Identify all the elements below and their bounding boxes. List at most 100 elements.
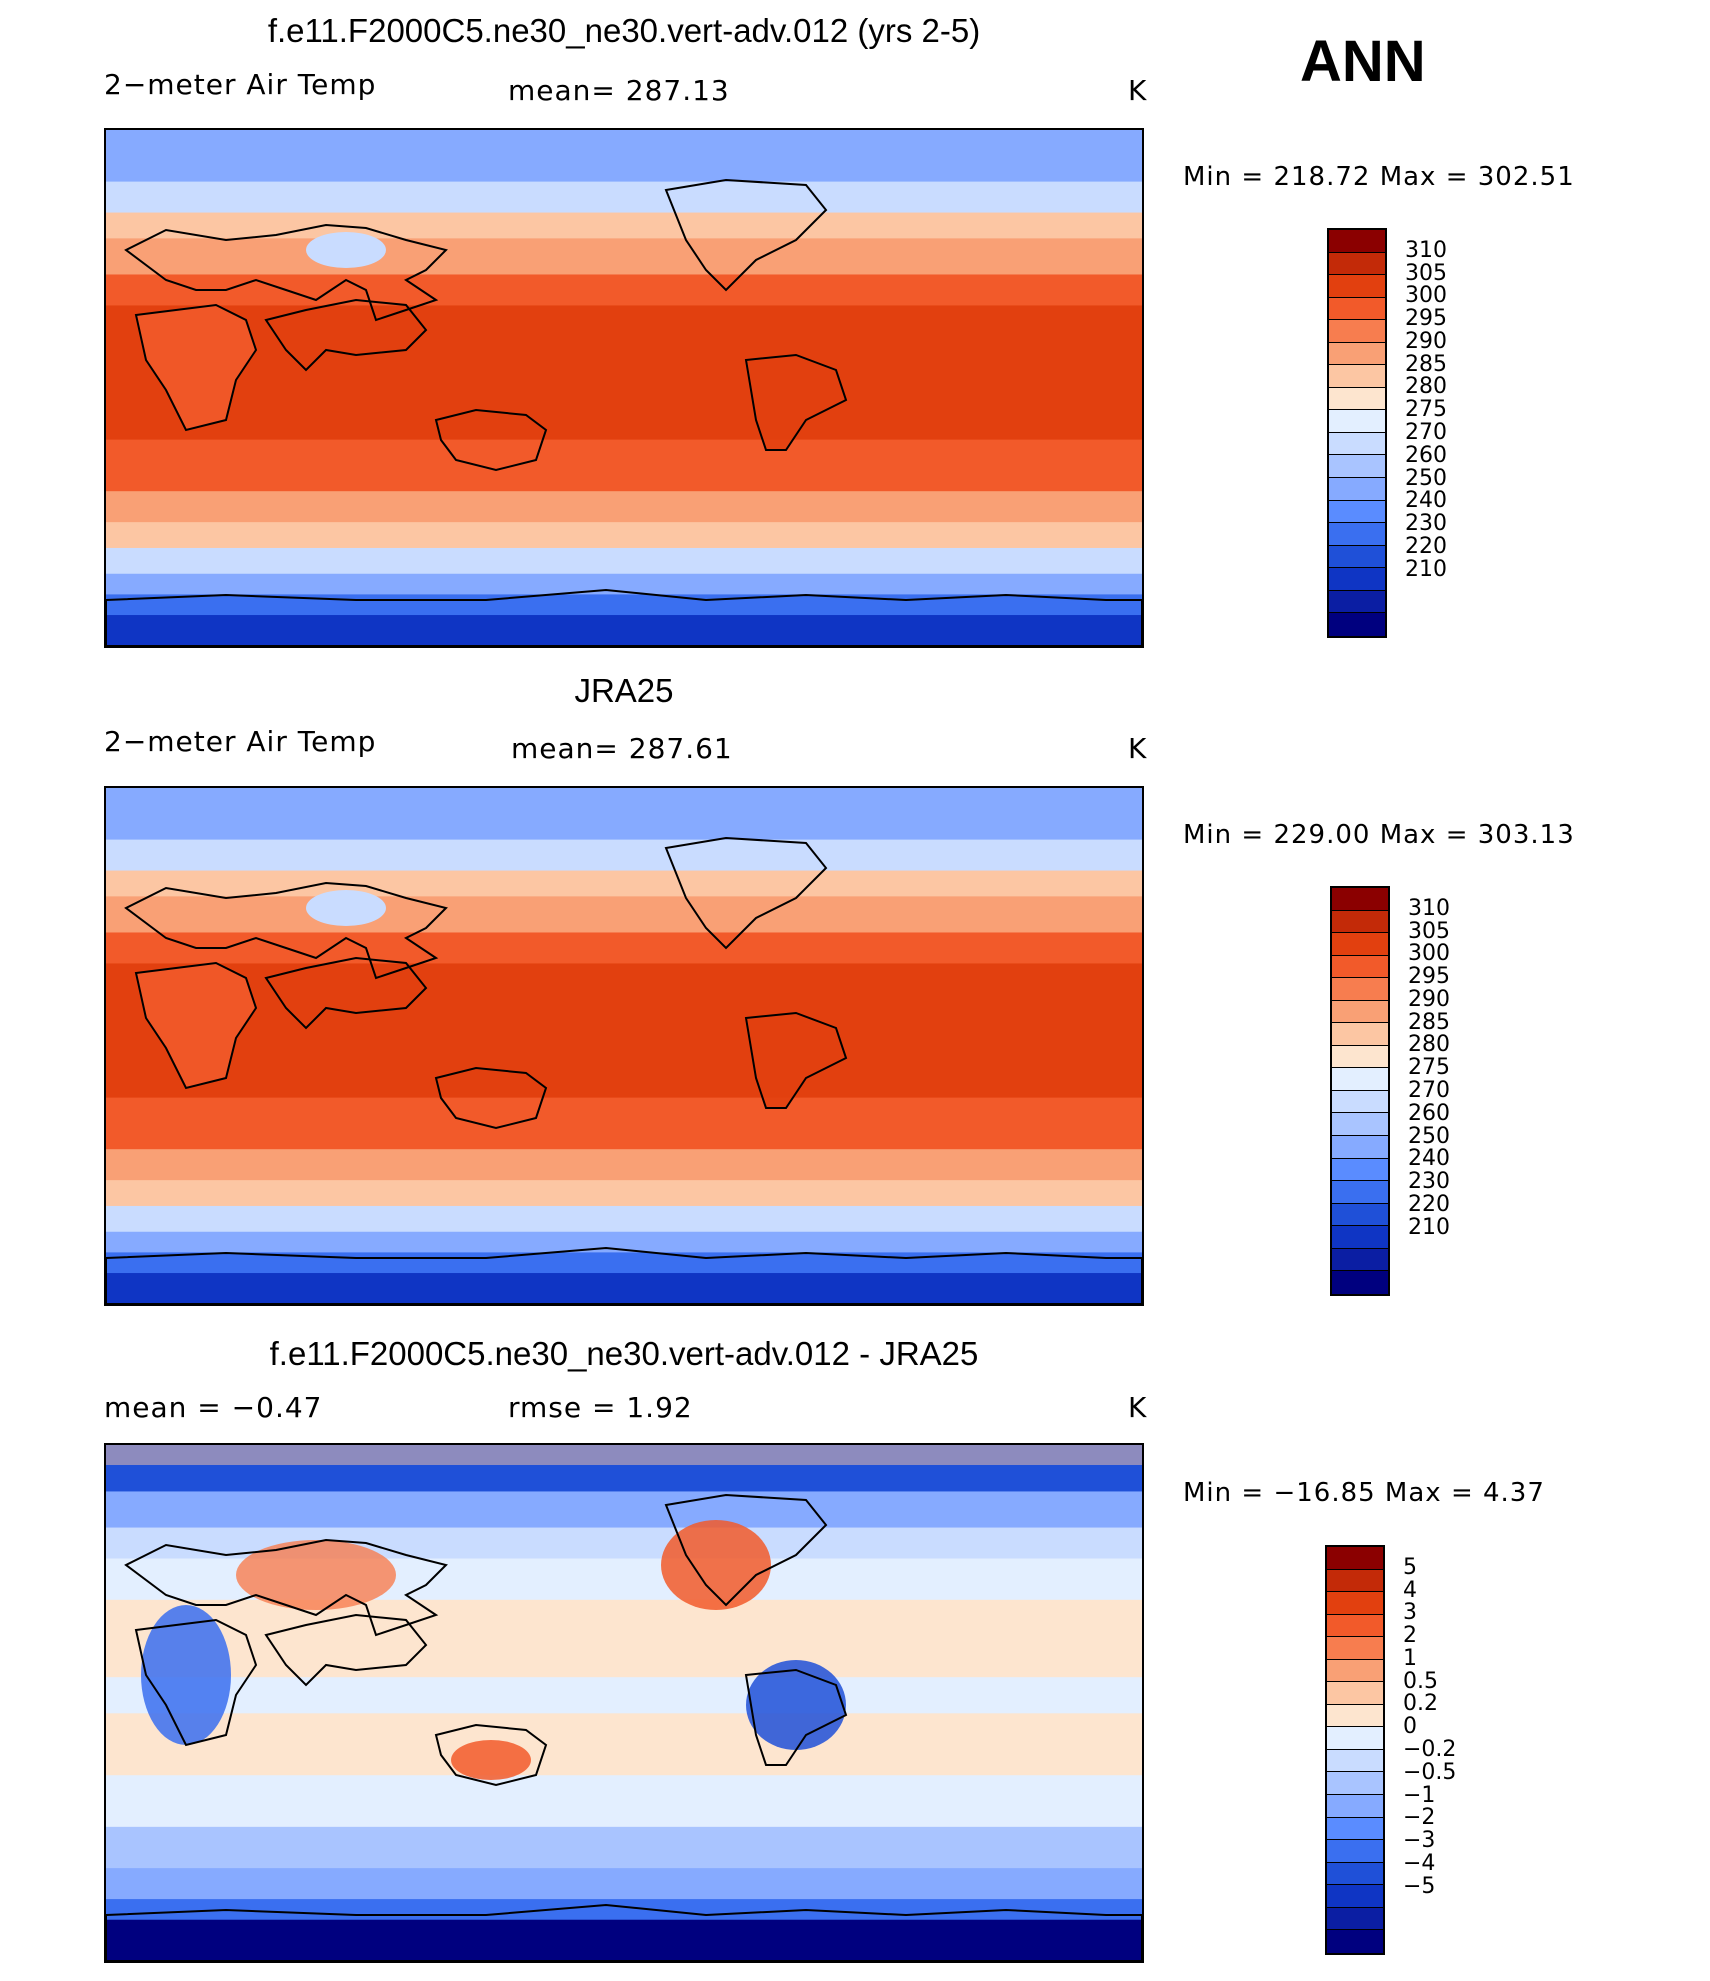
colorbar-tick-label: 5	[1403, 1554, 1417, 1580]
colorbar-segment	[1332, 1248, 1388, 1272]
colorbar-tick-label: 260	[1405, 442, 1447, 468]
panel2-variable: 2−meter Air Temp	[104, 725, 377, 758]
colorbar-tick-label: 1	[1403, 1645, 1417, 1671]
colorbar-segment	[1327, 1772, 1383, 1796]
panel3-map	[104, 1443, 1144, 1963]
panel2-title: JRA25	[574, 672, 674, 709]
colorbar-segment	[1332, 978, 1388, 1001]
colorbar-tick-label: 210	[1408, 1214, 1450, 1240]
colorbar-segment	[1332, 1023, 1388, 1046]
panel2-colorbar	[1330, 886, 1390, 1296]
panel3-mean: mean = −0.47	[104, 1391, 323, 1424]
colorbar-tick-label: 0	[1403, 1714, 1417, 1740]
colorbar-segment	[1329, 500, 1385, 524]
colorbar-segment	[1332, 1113, 1388, 1137]
panel2-field	[106, 788, 1142, 1304]
colorbar-segment	[1327, 1704, 1383, 1728]
colorbar-segment	[1329, 568, 1385, 591]
colorbar-tick-label: 295	[1405, 306, 1447, 332]
colorbar-tick-label: 300	[1408, 941, 1450, 967]
colorbar-segment	[1329, 613, 1385, 636]
season-label: ANN	[1300, 29, 1426, 94]
colorbar-tick-label: 310	[1408, 895, 1450, 921]
colorbar-segment	[1327, 1659, 1383, 1683]
colorbar-segment	[1327, 1817, 1383, 1841]
colorbar-tick-label: 275	[1408, 1055, 1450, 1081]
panel3-title: f.e11.F2000C5.ne30_ne30.vert-adv.012 - J…	[269, 1335, 979, 1372]
colorbar-tick-label: 305	[1405, 260, 1447, 286]
panel2-minmax: Min = 229.00 Max = 303.13	[1183, 820, 1575, 850]
colorbar-tick-label: 270	[1405, 420, 1447, 445]
colorbar-segment	[1329, 275, 1385, 298]
colorbar-tick-label: 240	[1405, 488, 1447, 514]
colorbar-segment	[1327, 1547, 1383, 1570]
colorbar-segment	[1332, 888, 1388, 911]
colorbar-segment	[1329, 545, 1385, 569]
colorbar-segment	[1327, 1614, 1383, 1638]
colorbar-segment	[1329, 297, 1385, 321]
panel1-map	[104, 128, 1144, 648]
colorbar-segment	[1327, 1727, 1383, 1750]
colorbar-tick-label: 4	[1403, 1577, 1417, 1603]
colorbar-tick-label: 230	[1405, 511, 1447, 537]
colorbar-segment	[1327, 1930, 1383, 1953]
colorbar-tick-label: −0.5	[1403, 1759, 1457, 1785]
colorbar-tick-label: 220	[1408, 1191, 1450, 1217]
colorbar-segment	[1329, 410, 1385, 433]
colorbar-tick-label: 0.5	[1403, 1668, 1438, 1694]
colorbar-segment	[1329, 387, 1385, 411]
colorbar-tick-label: 290	[1408, 986, 1450, 1012]
panel3-minmax: Min = −16.85 Max = 4.37	[1183, 1478, 1545, 1508]
colorbar-segment	[1329, 230, 1385, 253]
colorbar-tick-label: 280	[1405, 374, 1447, 400]
colorbar-segment	[1327, 1795, 1383, 1818]
colorbar-tick-label: 280	[1408, 1032, 1450, 1058]
panel1-colorbar	[1327, 228, 1387, 638]
colorbar-tick-label: 230	[1408, 1169, 1450, 1195]
colorbar-segment	[1327, 1862, 1383, 1886]
colorbar-tick-label: 310	[1405, 237, 1447, 263]
panel3-colorbar	[1325, 1545, 1385, 1955]
panel1-units: K	[1128, 74, 1148, 107]
colorbar-segment	[1329, 478, 1385, 501]
colorbar-segment	[1327, 1840, 1383, 1863]
panel3-units: K	[1128, 1391, 1148, 1424]
panel2-map	[104, 786, 1144, 1306]
colorbar-segment	[1329, 320, 1385, 343]
colorbar-segment	[1327, 1592, 1383, 1615]
colorbar-segment	[1329, 523, 1385, 546]
colorbar-tick-label: 260	[1408, 1100, 1450, 1126]
colorbar-segment	[1332, 955, 1388, 979]
panel1-field	[106, 130, 1142, 646]
colorbar-segment	[1332, 1136, 1388, 1159]
colorbar-segment	[1327, 1682, 1383, 1705]
colorbar-tick-label: 275	[1405, 397, 1447, 423]
colorbar-segment	[1332, 910, 1388, 934]
colorbar-tick-label: −3	[1403, 1828, 1436, 1854]
colorbar-tick-label: −5	[1403, 1873, 1436, 1899]
panel1-title: f.e11.F2000C5.ne30_ne30.vert-adv.012 (yr…	[267, 12, 981, 49]
colorbar-segment	[1332, 1068, 1388, 1091]
colorbar-segment	[1332, 1181, 1388, 1204]
colorbar-segment	[1327, 1907, 1383, 1931]
colorbar-segment	[1329, 342, 1385, 366]
colorbar-tick-label: 220	[1405, 533, 1447, 559]
colorbar-tick-label: 2	[1403, 1623, 1417, 1649]
colorbar-segment	[1327, 1569, 1383, 1593]
colorbar-segment	[1332, 1045, 1388, 1069]
colorbar-tick-label: −4	[1403, 1850, 1436, 1876]
panel1-minmax: Min = 218.72 Max = 302.51	[1183, 162, 1575, 192]
colorbar-tick-label: 250	[1405, 465, 1447, 491]
colorbar-tick-label: 290	[1405, 328, 1447, 354]
colorbar-segment	[1332, 1000, 1388, 1024]
colorbar-tick-label: 295	[1408, 964, 1450, 990]
colorbar-segment	[1332, 1090, 1388, 1114]
colorbar-tick-label: 0.2	[1403, 1691, 1438, 1717]
colorbar-segment	[1327, 1637, 1383, 1660]
panel2-mean: mean= 287.61	[511, 732, 733, 765]
panel3-rmse: rmse = 1.92	[508, 1391, 693, 1424]
colorbar-tick-label: 305	[1408, 918, 1450, 944]
colorbar-segment	[1329, 590, 1385, 614]
colorbar-tick-label: −2	[1403, 1805, 1436, 1831]
panel2-units: K	[1128, 732, 1148, 765]
